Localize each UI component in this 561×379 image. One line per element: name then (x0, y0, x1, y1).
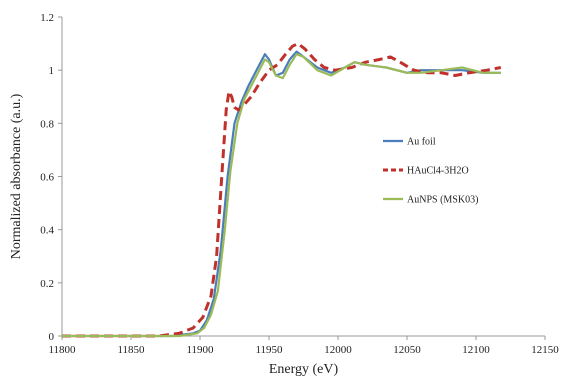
legend-label-0: Au foil (407, 137, 436, 148)
x-tick-label: 12000 (324, 344, 352, 356)
x-tick-label: 11800 (48, 344, 76, 356)
y-tick-label: 0.4 (40, 225, 54, 237)
x-tick-label: 12150 (531, 344, 559, 356)
x-axis-title: Energy (eV) (269, 362, 339, 377)
y-axis-title: Normalized absorbance (a.u.) (9, 93, 24, 259)
y-tick-label: 0 (49, 331, 55, 343)
legend: Au foil HAuCl4-3H2O AuNPS (MSK03) (383, 137, 478, 206)
legend-label-1: HAuCl4-3H2O (407, 166, 469, 177)
y-tick-labels: 0 0.2 0.4 0.6 0.8 1 1.2 (40, 12, 62, 343)
y-tick-label: 0.8 (40, 118, 54, 130)
x-tick-labels: 11800 11850 11900 11950 12000 12050 12100 12150 (48, 336, 559, 356)
x-tick-label: 11950 (255, 344, 283, 356)
x-tick-label: 12100 (462, 344, 490, 356)
series-line-1 (62, 42, 502, 338)
x-tick-label: 12050 (393, 344, 421, 356)
y-tick-label: 1.2 (40, 12, 54, 24)
legend-label-2: AuNPS (MSK03) (407, 195, 478, 206)
series-group (62, 42, 502, 338)
x-tick-label: 11900 (186, 344, 214, 356)
series-line-2 (62, 53, 501, 338)
y-tick-label: 0.2 (40, 278, 54, 290)
y-tick-label: 1 (49, 65, 55, 77)
x-tick-label: 11850 (117, 344, 145, 356)
y-tick-label: 0.6 (40, 172, 54, 184)
